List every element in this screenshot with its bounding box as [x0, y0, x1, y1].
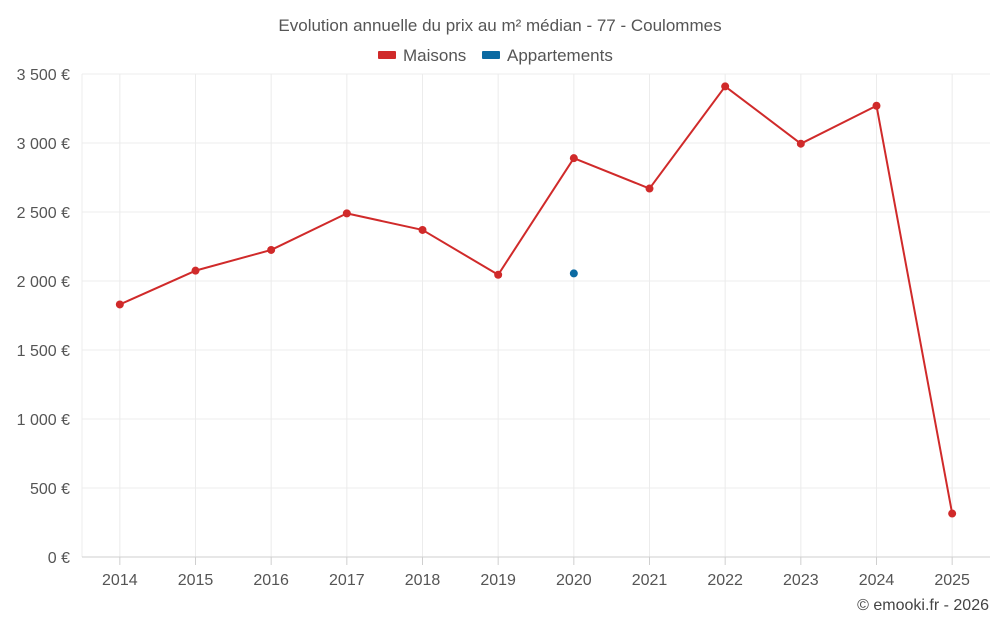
data-point-maisons[interactable] [569, 154, 578, 163]
y-tick-label: 1 000 € [17, 412, 70, 429]
data-point-maisons[interactable] [267, 245, 276, 254]
y-tick-label: 1 500 € [17, 343, 70, 360]
y-tick-label: 3 500 € [17, 67, 70, 84]
y-axis: 0 € 500 € 1 000 € 1 500 € 2 000 € 2 500 € 3 00… [17, 67, 70, 567]
x-tick-label: 2022 [707, 572, 743, 589]
data-point-maisons[interactable] [721, 82, 730, 91]
data-point-appartements[interactable] [569, 269, 578, 278]
chart-title: Evolution annuelle du prix au m² médian … [278, 16, 721, 35]
legend-swatch-appartements [482, 51, 500, 59]
legend-item-appartements[interactable]: Appartements [482, 46, 613, 65]
data-point-maisons[interactable] [115, 300, 124, 309]
y-tick-label: 3 000 € [17, 136, 70, 153]
legend-swatch-maisons [378, 51, 396, 59]
legend-label-maisons: Maisons [403, 46, 466, 65]
x-tick-label: 2025 [934, 572, 970, 589]
x-tick-label: 2023 [783, 572, 819, 589]
grid [81, 73, 990, 558]
series-layer [115, 82, 957, 518]
x-tick-label: 2021 [632, 572, 668, 589]
y-tick-label: 0 € [48, 550, 70, 567]
legend-label-appartements: Appartements [507, 46, 613, 65]
x-tick-label: 2015 [178, 572, 214, 589]
data-point-maisons[interactable] [191, 266, 200, 275]
x-tick-label: 2018 [405, 572, 441, 589]
y-tick-label: 2 000 € [17, 274, 70, 291]
x-tick-label: 2019 [480, 572, 516, 589]
x-axis: 2014 2015 2016 2017 2018 2019 2020 2021 2022 2023… [82, 556, 990, 589]
legend-item-maisons[interactable]: Maisons [378, 46, 466, 65]
x-tick-label: 2024 [859, 572, 895, 589]
x-tick-label: 2017 [329, 572, 365, 589]
data-point-maisons[interactable] [948, 509, 957, 518]
data-point-maisons[interactable] [645, 184, 654, 193]
y-tick-label: 500 € [30, 481, 70, 498]
x-tick-label: 2014 [102, 572, 138, 589]
data-point-maisons[interactable] [418, 225, 427, 234]
y-tick-label: 2 500 € [17, 205, 70, 222]
data-point-maisons[interactable] [872, 101, 881, 110]
legend: Maisons Appartements [378, 46, 613, 65]
data-point-maisons[interactable] [342, 209, 351, 218]
credit-text: © emooki.fr - 2026 [857, 597, 989, 614]
series-line-maisons [119, 85, 954, 514]
x-tick-label: 2020 [556, 572, 592, 589]
data-point-maisons[interactable] [494, 270, 503, 279]
data-point-maisons[interactable] [796, 139, 805, 148]
x-tick-label: 2016 [253, 572, 289, 589]
